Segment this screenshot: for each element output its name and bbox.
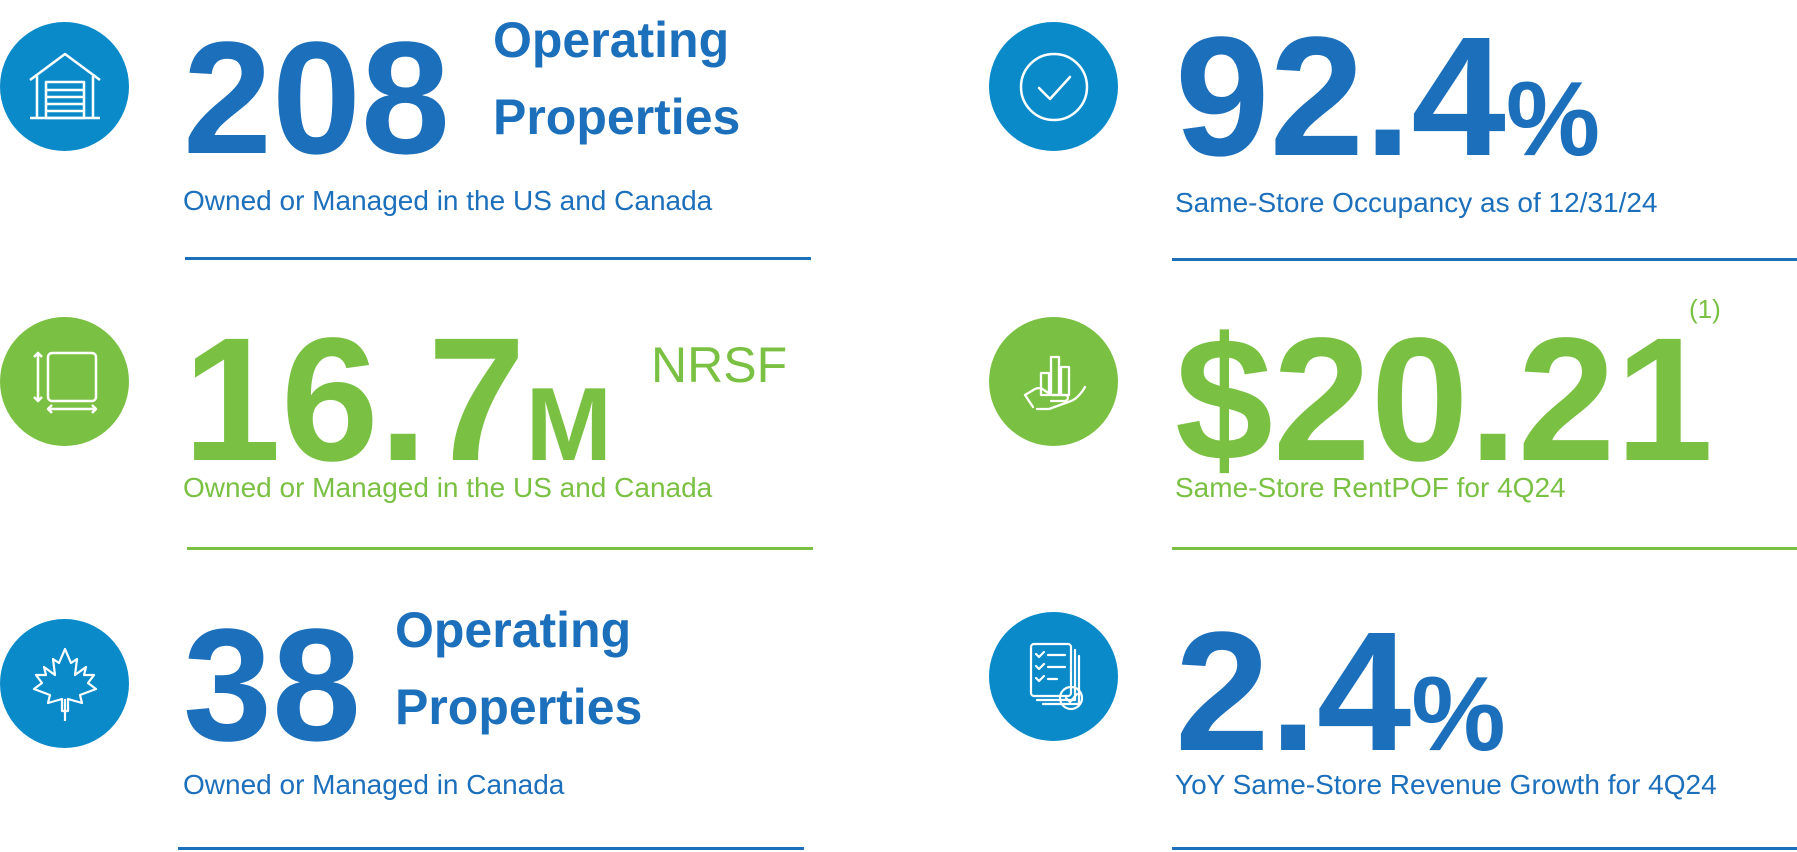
stat-value: 38 [183, 595, 361, 774]
stat-value: 2.4% [1175, 607, 1506, 777]
stat-suffix: M [525, 367, 613, 483]
hand-bar-chart-icon [1023, 355, 1086, 410]
stat-caption: Same-Store Occupancy as of 12/31/24 [1175, 187, 1658, 218]
divider [178, 847, 804, 850]
stat-label-line2: Properties [395, 679, 643, 735]
stat-number: 92.4 [1175, 2, 1506, 192]
stat-caption: Same-Store RentPOF for 4Q24 [1175, 472, 1566, 503]
storage-unit-icon [32, 351, 97, 414]
stat-suffix: % [1505, 60, 1601, 178]
stat-label-line2: Properties [493, 89, 741, 145]
stat-value: 16.7M [183, 312, 612, 488]
stat-number: 2.4 [1175, 597, 1412, 787]
checkmark-circle-icon [1019, 52, 1088, 121]
divider [1172, 258, 1797, 261]
stat-caption: Owned or Managed in Canada [183, 769, 565, 800]
stat-number: 16.7 [183, 302, 526, 498]
checklist-documents-icon-badge [989, 612, 1118, 741]
divider [185, 257, 811, 260]
stat-label-line1: Operating [493, 12, 730, 68]
stat-unit: NRSF [651, 337, 788, 393]
storage-unit-icon-badge [0, 317, 129, 446]
stat-suffix: % [1411, 655, 1506, 773]
stat-label-line1: Operating [395, 602, 632, 658]
stat-value: $20.21 [1175, 302, 1714, 498]
maple-leaf-icon-badge [0, 619, 129, 748]
maple-leaf-icon [32, 647, 97, 721]
stat-value: 208 [183, 8, 450, 187]
garage-icon [28, 52, 101, 119]
checkmark-circle-icon-badge [989, 22, 1118, 151]
stat-caption: Owned or Managed in the US and Canada [183, 185, 713, 216]
hand-bar-chart-icon-badge [989, 317, 1118, 446]
divider [1172, 547, 1797, 550]
stat-value: 92.4% [1175, 12, 1600, 182]
divider [187, 547, 813, 550]
garage-icon-badge [0, 22, 129, 151]
footnote-marker: (1) [1689, 294, 1721, 324]
divider [1172, 847, 1797, 850]
checklist-documents-icon [1029, 642, 1083, 710]
stat-caption: Owned or Managed in the US and Canada [183, 472, 713, 503]
stat-caption: YoY Same-Store Revenue Growth for 4Q24 [1175, 769, 1717, 800]
